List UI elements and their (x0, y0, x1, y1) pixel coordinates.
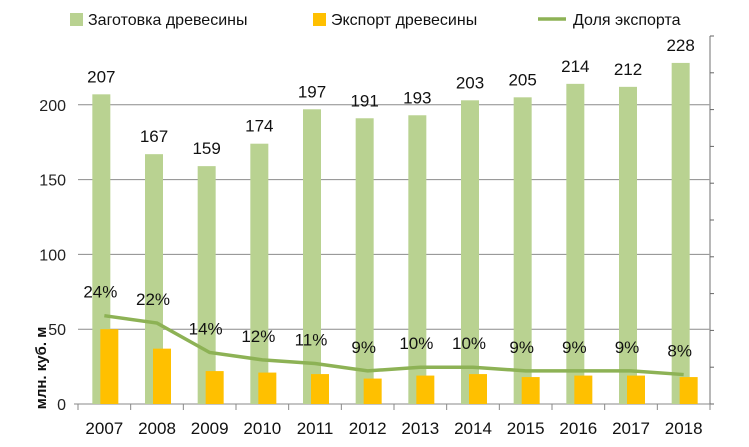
production-value-label: 207 (87, 67, 115, 86)
production-bar (619, 86, 637, 405)
export-bar (574, 375, 593, 404)
x-tick-label: 2014 (454, 419, 492, 438)
export-share-label: 24% (83, 283, 117, 302)
export-share-label: 10% (399, 334, 433, 353)
x-tick-label: 2018 (665, 419, 703, 438)
production-bar (92, 94, 111, 404)
production-bar (408, 115, 427, 404)
x-tick-label: 2012 (349, 419, 387, 438)
y-axis-label: млн. куб. м (33, 327, 50, 410)
export-bar (416, 375, 435, 404)
export-bar (469, 374, 487, 404)
production-bar (513, 97, 532, 404)
export-bar (153, 348, 171, 404)
y-tick-label: 100 (39, 247, 66, 264)
legend-export-swatch (313, 13, 326, 26)
y-tick-label: 150 (39, 173, 66, 190)
export-bar (100, 329, 119, 404)
production-value-label: 228 (666, 36, 694, 55)
x-tick-label: 2008 (138, 419, 176, 438)
legend-share-label: Доля экспорта (573, 12, 681, 29)
export-bar (311, 374, 329, 404)
export-share-label: 11% (295, 331, 328, 350)
x-tick-label: 2015 (507, 419, 545, 438)
export-share-label: 14% (189, 319, 223, 338)
legend-production-swatch (70, 13, 83, 26)
production-bar (145, 154, 163, 404)
production-value-label: 197 (298, 82, 326, 101)
export-bar (521, 377, 540, 404)
production-value-label: 167 (140, 127, 168, 146)
production-value-label: 203 (456, 73, 484, 92)
export-bar (627, 375, 645, 404)
export-share-label: 9% (562, 338, 587, 357)
production-bar (250, 143, 269, 405)
legend-export-label: Экспорт древесины (331, 12, 477, 29)
x-tick-label: 2009 (191, 419, 229, 438)
x-tick-label: 2017 (612, 419, 650, 438)
y-tick-label: 0 (57, 397, 66, 414)
production-bar (303, 109, 321, 405)
production-value-label: 193 (403, 88, 431, 107)
export-share-label: 9% (615, 338, 640, 357)
x-tick-label: 2011 (297, 419, 334, 438)
production-value-label: 174 (245, 117, 273, 136)
production-value-label: 191 (350, 91, 378, 110)
export-bar (679, 377, 698, 404)
production-bar (671, 62, 690, 405)
production-value-label: 212 (614, 60, 642, 79)
production-value-label: 159 (192, 139, 220, 158)
y-tick-label: 200 (39, 98, 66, 115)
x-tick-label: 2016 (559, 419, 597, 438)
production-bar (461, 100, 479, 404)
y-tick-label: 50 (48, 322, 66, 339)
export-bar (363, 378, 382, 404)
production-value-label: 205 (508, 70, 536, 89)
export-share-label: 22% (136, 290, 170, 309)
x-tick-label: 2007 (85, 419, 123, 438)
export-share-label: 8% (667, 342, 692, 361)
production-value-label: 214 (561, 57, 589, 76)
export-share-label: 9% (351, 338, 376, 357)
export-share-label: 9% (509, 338, 534, 357)
export-share-label: 12% (241, 327, 275, 346)
x-tick-label: 2010 (243, 419, 281, 438)
x-tick-label: 2013 (401, 419, 439, 438)
export-share-line (104, 313, 684, 377)
production-bar (355, 118, 374, 404)
legend-production-label: Заготовка древесины (88, 12, 247, 29)
production-bar (566, 83, 585, 404)
export-bar (258, 372, 277, 404)
production-bar (197, 166, 216, 404)
export-share-label: 10% (452, 334, 486, 353)
export-bar (205, 371, 224, 404)
